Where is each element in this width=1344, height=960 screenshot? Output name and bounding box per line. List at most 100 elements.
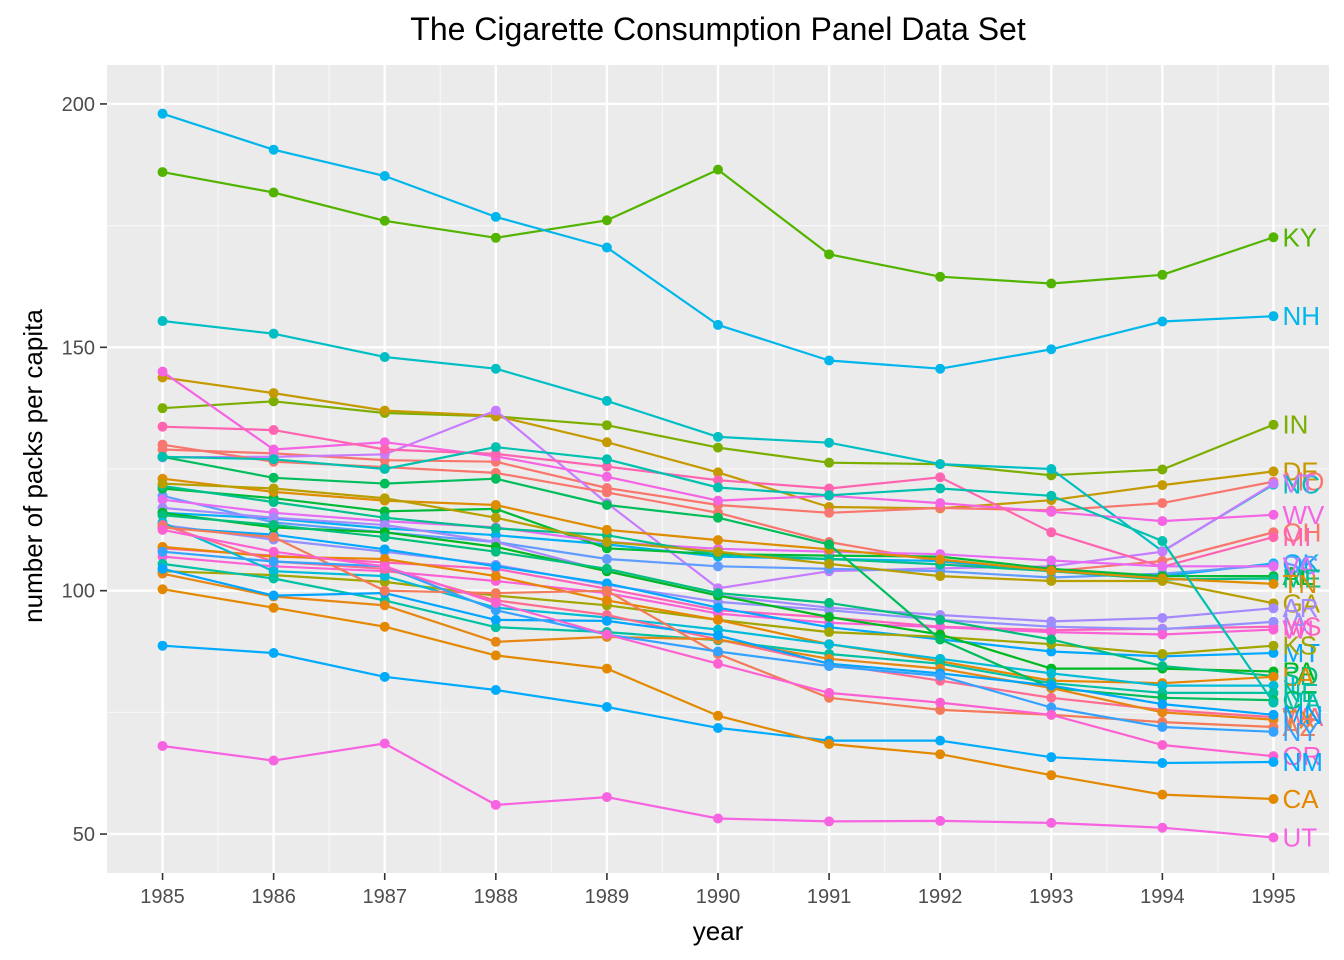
- end-label-nm: NM: [1282, 747, 1322, 777]
- data-point-de: [601, 437, 612, 448]
- end-label-ia: IA: [1282, 607, 1307, 637]
- data-point-ca: [490, 650, 501, 661]
- series-layer: [157, 108, 1279, 843]
- end-label-ar: AR: [1282, 593, 1318, 623]
- end-label-nh: NH: [1282, 301, 1320, 331]
- data-point-ny: [1046, 702, 1057, 713]
- data-point-ga: [1157, 575, 1168, 586]
- data-point-de: [1157, 480, 1168, 491]
- data-point-ct: [713, 512, 723, 523]
- x-tick-label: 1995: [1251, 886, 1296, 908]
- data-point-nm: [713, 722, 723, 733]
- data-point-ct: [379, 478, 390, 489]
- data-point-ut: [935, 815, 946, 826]
- end-label-ks: KS: [1282, 631, 1317, 661]
- data-point-ut: [490, 799, 501, 810]
- data-point-wv: [935, 498, 946, 509]
- end-label-me: ME: [1282, 564, 1321, 594]
- end-label-mo: MO: [1282, 467, 1324, 497]
- end-label-wa: WA: [1282, 702, 1324, 732]
- data-point-ar: [1268, 603, 1279, 614]
- end-label-la: LA: [1282, 662, 1314, 692]
- data-point-sc: [601, 554, 612, 565]
- data-point-nm: [935, 735, 946, 746]
- data-point-ga: [713, 546, 723, 557]
- data-point-in: [157, 403, 168, 414]
- data-point-wv: [601, 471, 612, 482]
- end-label-il: IL: [1282, 671, 1304, 701]
- data-point-ne: [1268, 687, 1279, 698]
- end-label-mt: MT: [1282, 638, 1320, 668]
- y-tick-label: 100: [62, 581, 95, 603]
- data-point-az: [601, 585, 612, 596]
- data-point-ut: [379, 738, 390, 749]
- series-nm: [157, 640, 1279, 768]
- data-point-az: [490, 588, 501, 599]
- data-point-wi: [1157, 629, 1168, 640]
- data-point-or: [490, 597, 501, 608]
- y-axis-title: number of packs per capita: [18, 309, 48, 623]
- data-point-ca: [157, 584, 168, 595]
- data-point-in: [1268, 419, 1279, 430]
- data-point-mn: [268, 590, 279, 601]
- end-label-mn: MN: [1282, 700, 1322, 730]
- data-point-nh: [268, 144, 279, 155]
- data-point-nm: [601, 702, 612, 713]
- data-point-mt: [713, 602, 723, 613]
- data-point-ne: [490, 622, 501, 633]
- data-point-tx: [490, 636, 501, 647]
- data-point-or: [157, 524, 168, 535]
- data-point-va: [157, 494, 168, 505]
- data-point-ma: [490, 442, 501, 453]
- series-ma: [157, 442, 1279, 708]
- end-label-wi: WI: [1282, 615, 1314, 645]
- data-point-nc: [157, 316, 168, 327]
- data-point-ga: [601, 537, 612, 548]
- data-point-ut: [268, 755, 279, 766]
- data-point-sd: [490, 546, 501, 557]
- data-point-tn: [601, 524, 612, 535]
- x-tick-label: 1994: [1140, 886, 1185, 908]
- end-label-ok: OK: [1282, 548, 1320, 578]
- data-point-mt: [601, 578, 612, 589]
- data-point-vt: [1268, 478, 1279, 489]
- series-mn: [157, 563, 1279, 720]
- data-point-il: [379, 571, 390, 582]
- data-point-la: [601, 595, 612, 606]
- series-ky: [157, 164, 1279, 289]
- data-point-mi: [601, 461, 612, 472]
- data-point-ar: [379, 519, 390, 530]
- data-point-la: [713, 614, 723, 625]
- end-label-pa: PA: [1282, 656, 1315, 686]
- end-label-ut: UT: [1282, 822, 1317, 852]
- data-point-sd: [268, 519, 279, 530]
- end-label-ms: MS: [1282, 612, 1321, 642]
- data-point-or: [824, 687, 835, 698]
- data-point-ky: [601, 215, 612, 226]
- data-point-mt: [379, 544, 390, 555]
- data-point-or: [268, 546, 279, 557]
- data-point-nc: [601, 395, 612, 406]
- data-point-ga: [1046, 575, 1057, 586]
- data-point-mn: [1046, 680, 1057, 691]
- x-tick-label: 1990: [696, 886, 741, 908]
- data-point-ky: [713, 164, 723, 175]
- data-point-ga: [490, 512, 501, 523]
- x-axis: 1985 1986 1987 1988 1989 1990 1991 1992 1993 1994…: [140, 873, 1296, 908]
- data-point-nh: [1046, 344, 1057, 355]
- data-point-me: [379, 512, 390, 523]
- series-ny: [157, 546, 1279, 737]
- data-point-ut: [1157, 822, 1168, 833]
- data-point-sd: [935, 614, 946, 625]
- data-point-tn: [490, 500, 501, 511]
- data-point-nh: [713, 319, 723, 330]
- data-point-sd: [379, 532, 390, 543]
- data-point-or: [713, 658, 723, 669]
- data-point-mi: [268, 425, 279, 436]
- data-point-ma: [1046, 490, 1057, 501]
- data-point-vt: [1157, 546, 1168, 557]
- end-label-mi: MI: [1282, 522, 1311, 552]
- data-point-me: [268, 497, 279, 508]
- data-point-ar: [268, 512, 279, 523]
- data-point-ca: [935, 749, 946, 760]
